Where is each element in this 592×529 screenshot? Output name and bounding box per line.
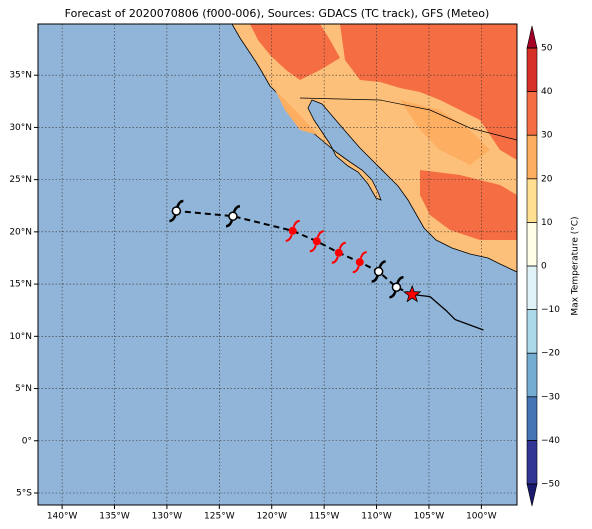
colorbar-under [526, 483, 538, 507]
storm-eye [334, 248, 343, 257]
colorbar-band [527, 222, 537, 266]
storm-eye [312, 237, 321, 246]
y-tick-label: 25°N [9, 175, 32, 185]
x-tick-label: 130°W [152, 512, 183, 522]
colorbar-tick-label: −20 [541, 349, 560, 359]
storm-symbol [371, 260, 386, 283]
colorbar-band [527, 266, 537, 310]
colorbar-band [527, 440, 537, 484]
colorbar-band [527, 135, 537, 179]
colorbar-tick-label: −50 [541, 480, 560, 490]
storm-arms [285, 219, 300, 242]
storm-eye [391, 282, 402, 292]
storm-symbol [225, 204, 241, 228]
colorbar-tick-label: 20 [541, 174, 553, 184]
x-tick-label: 110°W [361, 512, 392, 522]
storm-symbol [169, 199, 184, 223]
storm-eye [288, 226, 297, 235]
x-tick-label: 140°W [47, 512, 78, 522]
title: Forecast of 2020070806 (f000-006), Sourc… [65, 7, 490, 20]
colorbar-tick-label: 10 [541, 218, 553, 228]
storm-arms [371, 260, 386, 283]
past-track [412, 293, 484, 331]
storm-symbol [389, 275, 404, 299]
colorbar-band [527, 353, 537, 397]
storm-eye [228, 211, 238, 221]
storm-arms [331, 241, 346, 264]
x-tick-label: 125°W [204, 512, 235, 522]
storm-arms [389, 275, 404, 299]
colorbar-tick-label: 0 [541, 262, 547, 272]
x-tick-label: 135°W [99, 512, 130, 522]
y-tick-label: 15°N [9, 280, 32, 290]
storm-symbol [309, 230, 324, 253]
y-tick-label: 35°N [9, 71, 32, 81]
colorbar-tick-label: 30 [541, 131, 553, 141]
storm-arms [169, 199, 184, 223]
plot-frame [37, 23, 518, 506]
storm-eye [355, 258, 364, 267]
storm-symbol [352, 251, 367, 274]
storm-eye [171, 206, 182, 216]
y-tick-label: 0° [22, 436, 32, 446]
y-tick-label: 5°N [15, 384, 32, 394]
storm-symbol [285, 219, 300, 242]
colorbar-tick-label: −30 [541, 392, 560, 402]
colorbar-over [526, 25, 538, 49]
x-tick-label: 120°W [256, 512, 287, 522]
colorbar-tick-label: 40 [541, 87, 553, 97]
land [231, 24, 517, 273]
colorbar-band [527, 178, 537, 223]
storm-symbol [331, 241, 346, 264]
x-tick-label: 115°W [309, 512, 340, 522]
colorbar-band [527, 91, 537, 136]
colorbar-band [527, 309, 537, 354]
storm-eye [373, 266, 384, 277]
x-tick-label: 105°W [414, 512, 445, 522]
x-tick-label: 100°W [466, 512, 497, 522]
y-tick-label: 5°S [16, 488, 32, 498]
colorbar-label: Max Temperature (°C) [571, 216, 581, 315]
y-tick-label: 20°N [9, 227, 32, 237]
storm-arms [225, 204, 241, 228]
colorbar-tick-label: −10 [541, 305, 560, 315]
y-tick-label: 10°N [9, 332, 32, 342]
y-tick-label: 30°N [9, 123, 32, 133]
colorbar-band [527, 48, 537, 92]
current-position [402, 284, 422, 303]
storm-arms [352, 251, 367, 274]
storm-arms [309, 230, 324, 253]
colorbar-tick-label: −40 [541, 436, 560, 446]
colorbar-band [527, 396, 537, 441]
colorbar-tick-label: 50 [541, 44, 553, 54]
